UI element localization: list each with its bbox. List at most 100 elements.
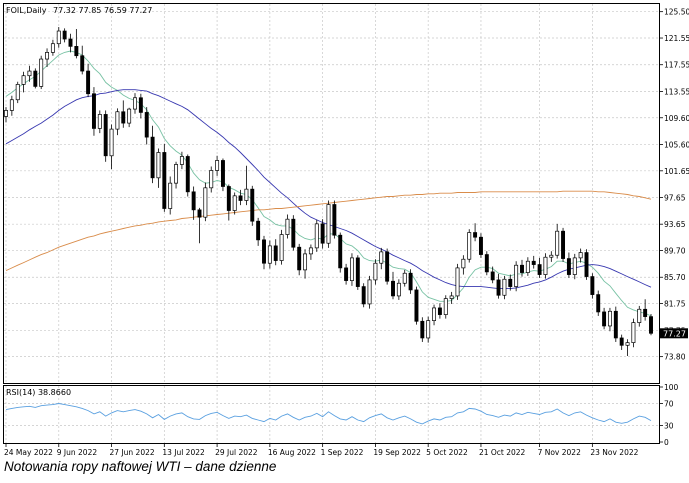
candle: [68, 33, 73, 53]
axis-layer: 125.50 121.55 117.55 113.55 109.60 105.60 101.…: [4, 8, 689, 457]
candle-body-down: [619, 337, 624, 346]
candle-body-down: [490, 271, 495, 281]
candle: [91, 87, 96, 136]
candle-body-up: [314, 223, 319, 249]
candle-body-down: [150, 136, 155, 179]
candle: [349, 253, 354, 286]
candle-body-down: [473, 232, 478, 238]
candle: [174, 161, 179, 189]
candle-body-up: [21, 75, 26, 85]
candle: [244, 165, 249, 206]
candle: [197, 207, 202, 244]
time-tick-label: 19 Sep 2022: [373, 448, 421, 457]
candle: [478, 233, 483, 258]
candle: [262, 235, 266, 270]
candle-body-up: [572, 257, 577, 275]
candle: [578, 248, 583, 263]
candle-body-up: [45, 52, 50, 60]
candle: [373, 259, 378, 285]
candle-body-up: [308, 247, 313, 255]
candle-body-up: [15, 84, 20, 101]
candle: [502, 275, 507, 300]
candle: [455, 263, 460, 300]
candle: [361, 283, 366, 308]
candle-body-up: [637, 308, 642, 323]
candle-body-up: [432, 307, 437, 321]
candle: [314, 219, 319, 252]
candle-body-up: [373, 262, 378, 281]
candle: [144, 107, 149, 145]
time-tick-label: 9 Jun 2022: [57, 448, 98, 457]
candle: [437, 303, 442, 319]
candle-body-down: [596, 294, 601, 313]
candle: [549, 251, 554, 262]
last-price-box: [660, 328, 688, 339]
candle: [191, 186, 196, 220]
candle: [643, 299, 648, 321]
candle-body-up: [203, 187, 208, 218]
candle: [185, 154, 190, 197]
price-tick-label: 109.60: [664, 114, 689, 123]
candle-body-down: [643, 308, 648, 317]
time-tick-label: 5 Oct 2022: [426, 448, 468, 457]
candle: [467, 229, 472, 263]
candle-body-up: [50, 43, 55, 53]
candle: [308, 244, 313, 260]
candle-body-down: [537, 264, 542, 275]
candle-body-up: [525, 260, 530, 273]
candle: [584, 249, 589, 280]
price-tick-label: 113.55: [664, 87, 689, 96]
price-tick-label: 101.65: [664, 167, 689, 176]
candle-body-down: [197, 209, 202, 218]
candle-body-down: [144, 112, 149, 138]
candle: [631, 318, 636, 348]
rsi-tick-label: 0: [664, 438, 669, 447]
symbol-header: FOIL,Daily 77.32 77.85 76.59 77.27: [6, 6, 152, 15]
candle: [326, 200, 331, 248]
candle: [256, 217, 261, 246]
candle-body-down: [420, 320, 425, 339]
candle-body-up: [443, 298, 448, 315]
price-tick-label: 93.65: [664, 220, 686, 229]
candle-body-down: [68, 38, 73, 47]
candle-body-up: [461, 258, 466, 269]
candle: [39, 55, 44, 90]
candle-body-up: [215, 160, 220, 171]
candle: [432, 304, 437, 326]
candle: [86, 63, 91, 98]
candle-body-down: [273, 245, 278, 261]
candle: [250, 185, 255, 226]
candle-body-up: [555, 230, 560, 256]
candle: [625, 339, 630, 356]
candle-body-up: [349, 257, 354, 281]
candle: [426, 316, 431, 343]
candle-body-down: [250, 188, 255, 222]
candle: [267, 240, 272, 269]
candle: [297, 243, 302, 276]
candle-body-down: [566, 258, 571, 275]
candle-body-up: [133, 97, 137, 110]
candle-body-up: [396, 282, 401, 297]
rsi-tick-label: 70: [664, 400, 674, 409]
candle: [4, 107, 8, 123]
rsi-header: RSI(14) 38.8660: [6, 388, 71, 397]
candle-body-down: [33, 70, 38, 87]
time-tick-label: 16 Aug 2022: [268, 448, 316, 457]
candle-body-down: [262, 239, 266, 264]
candle: [109, 124, 114, 170]
candle-body-down: [613, 310, 618, 339]
candle: [496, 273, 501, 299]
candle: [332, 200, 337, 239]
candle-body-down: [80, 55, 85, 72]
candle: [127, 107, 132, 128]
candle-body-up: [127, 108, 132, 124]
candle: [168, 176, 173, 215]
candle: [555, 223, 560, 259]
candle: [80, 45, 85, 75]
candle: [537, 257, 542, 278]
candle-body-down: [602, 311, 607, 327]
candle: [596, 290, 601, 316]
candle-body-down: [561, 230, 566, 259]
candle: [320, 219, 325, 249]
